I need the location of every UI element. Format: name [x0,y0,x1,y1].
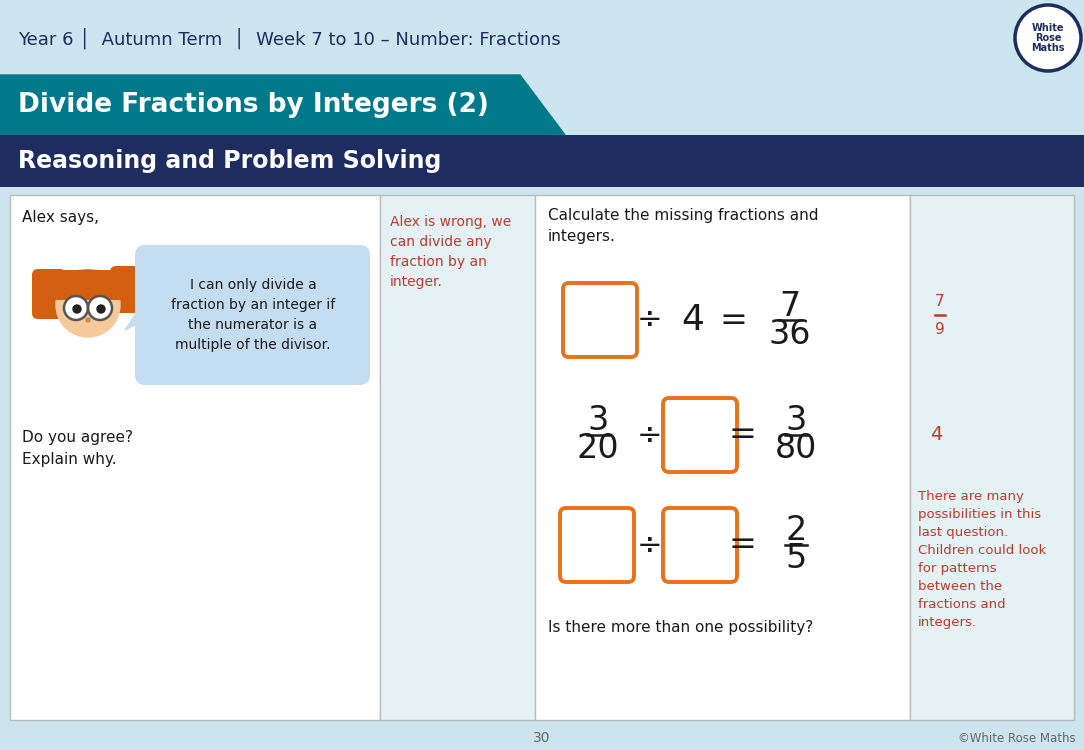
Text: 2: 2 [785,514,806,548]
Text: Rose: Rose [1035,33,1061,43]
Circle shape [88,296,112,320]
Circle shape [1015,5,1081,71]
Circle shape [56,273,120,337]
FancyBboxPatch shape [380,195,535,720]
Text: ÷: ÷ [637,421,662,449]
Text: Maths: Maths [1031,43,1064,53]
Text: =: = [728,529,756,562]
Text: 30: 30 [533,731,551,745]
FancyBboxPatch shape [560,508,634,582]
Text: 5: 5 [786,542,806,575]
Text: =: = [719,304,747,337]
Text: White: White [1032,23,1064,33]
Text: 3: 3 [786,404,806,437]
Text: Calculate the missing fractions and
integers.: Calculate the missing fractions and inte… [549,208,818,244]
Text: Is there more than one possibility?: Is there more than one possibility? [549,620,813,635]
Text: 7: 7 [779,290,801,322]
Text: Divide Fractions by Integers (2): Divide Fractions by Integers (2) [18,92,489,118]
Polygon shape [125,300,145,330]
Text: 3: 3 [588,404,608,437]
Circle shape [64,296,88,320]
FancyBboxPatch shape [54,270,122,300]
Text: I can only divide a
fraction by an integer if
the numerator is a
multiple of the: I can only divide a fraction by an integ… [171,278,335,352]
Ellipse shape [54,270,122,300]
Text: There are many
possibilities in this
last question.
Children could look
for patt: There are many possibilities in this las… [918,490,1046,629]
Polygon shape [0,75,565,135]
FancyBboxPatch shape [0,135,1084,187]
Text: ©White Rose Maths: ©White Rose Maths [958,731,1076,745]
FancyBboxPatch shape [33,269,66,319]
Text: 36: 36 [769,317,811,350]
Text: 9: 9 [935,322,945,337]
FancyBboxPatch shape [0,0,1084,75]
Text: 4: 4 [682,303,705,337]
Text: 20: 20 [577,433,619,466]
FancyBboxPatch shape [136,245,370,385]
FancyBboxPatch shape [535,195,909,720]
Text: 7: 7 [935,293,945,308]
FancyBboxPatch shape [10,195,380,720]
Text: ÷: ÷ [637,305,662,334]
Circle shape [86,318,90,322]
Text: Reasoning and Problem Solving: Reasoning and Problem Solving [18,149,441,173]
Text: 80: 80 [775,433,817,466]
FancyBboxPatch shape [909,195,1074,720]
Text: Alex is wrong, we
can divide any
fraction by an
integer.: Alex is wrong, we can divide any fractio… [390,215,512,290]
Text: Year 6 │  Autumn Term  │  Week 7 to 10 – Number: Fractions: Year 6 │ Autumn Term │ Week 7 to 10 – Nu… [18,27,560,49]
Text: ÷: ÷ [637,530,662,560]
Text: 4: 4 [930,425,942,445]
FancyBboxPatch shape [109,266,144,313]
FancyBboxPatch shape [663,398,737,472]
Text: Do you agree?
Explain why.: Do you agree? Explain why. [22,430,133,467]
Text: =: = [728,419,756,452]
Circle shape [73,305,81,313]
FancyBboxPatch shape [563,283,637,357]
Text: Alex says,: Alex says, [22,210,99,225]
FancyBboxPatch shape [663,508,737,582]
Circle shape [96,305,105,313]
